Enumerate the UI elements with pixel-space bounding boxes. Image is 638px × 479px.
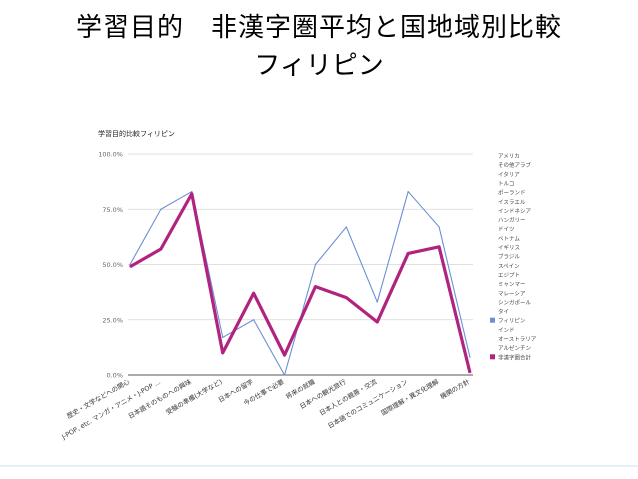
data-point (222, 352, 224, 354)
legend-item: タイ (498, 308, 509, 316)
data-point (407, 190, 409, 193)
data-point (160, 248, 162, 250)
legend-item: その他アラブ (498, 161, 532, 169)
y-tick-label: 75.0% (102, 206, 123, 214)
data-point (283, 354, 286, 356)
legend-swatch (490, 317, 495, 323)
data-point (376, 321, 378, 323)
legend-item: イギリス (498, 245, 520, 252)
legend-item: マレーシア (498, 290, 526, 297)
x-tick-label: 受験の準備(大学など) (164, 377, 224, 417)
data-point (314, 286, 317, 288)
legend-item: ポーランド (498, 190, 526, 197)
legend-item: インド (498, 328, 515, 334)
chart-title: 学習目的比較フィリピン (98, 129, 175, 138)
data-point (469, 356, 471, 358)
data-point (191, 190, 193, 193)
legend-item: スペイン (498, 263, 520, 270)
data-point (407, 252, 409, 255)
legend-item: アメリカ (498, 153, 520, 160)
legend-item: イタリア (498, 170, 520, 178)
data-point (160, 208, 162, 210)
x-tick-label: 機関の方針 (438, 377, 471, 401)
legend-item: エジプト (498, 272, 520, 279)
data-point (345, 297, 347, 299)
y-tick-label: 100.0% (98, 151, 123, 159)
series-line-philippines (129, 191, 471, 376)
data-point (283, 374, 286, 376)
slide-subtitle: フィリピン (254, 51, 384, 81)
data-point (438, 246, 440, 248)
legend-item: ベトナム (498, 235, 520, 242)
line-chart: 学習目的比較フィリピン 0.0%25.0%50.0%75.0%100.0% 歴史… (59, 129, 537, 441)
legend-swatch (490, 354, 495, 360)
legend-item: 非漢字圏合計 (498, 353, 532, 361)
series-line-non-kanji-total (129, 192, 472, 374)
legend-item: ハンガリー (498, 216, 526, 224)
data-point (345, 226, 347, 228)
data-point (129, 266, 131, 268)
footer-divider (0, 465, 638, 467)
legend-item: オーストラリア (498, 336, 537, 343)
legend-item: シンガポール (498, 298, 532, 306)
data-point (191, 193, 193, 195)
legend-item: インドネシア (498, 208, 532, 215)
legend-item: フィリピン (498, 318, 526, 325)
data-point (376, 301, 378, 303)
y-tick-label: 50.0% (102, 261, 123, 269)
chart: 学習目的比較フィリピン 0.0% 25.0% 50.0% 75.0% 100.0% 歴史… (58, 118, 598, 468)
slide-title: 学習目的 非漢字圏平均と国地域別比較 (75, 13, 562, 43)
data-point (469, 372, 471, 374)
legend-item: ブラジル (498, 253, 520, 261)
data-point (253, 292, 255, 294)
data-point (314, 263, 317, 266)
data-point (253, 319, 255, 321)
legend-item: トルコ (498, 180, 514, 187)
y-tick-label: 25.0% (102, 316, 123, 324)
legend-item: ミャンマー (498, 281, 526, 288)
legend-item: ドイツ (498, 227, 515, 233)
x-tick-label: 国際理解・異文化理解 (379, 377, 440, 418)
y-tick-label: 0.0% (106, 372, 123, 380)
legend-item: イスラエル (498, 199, 526, 206)
legend-item: アルゼンチン (498, 344, 531, 352)
data-point (222, 336, 224, 339)
data-point (438, 226, 440, 228)
